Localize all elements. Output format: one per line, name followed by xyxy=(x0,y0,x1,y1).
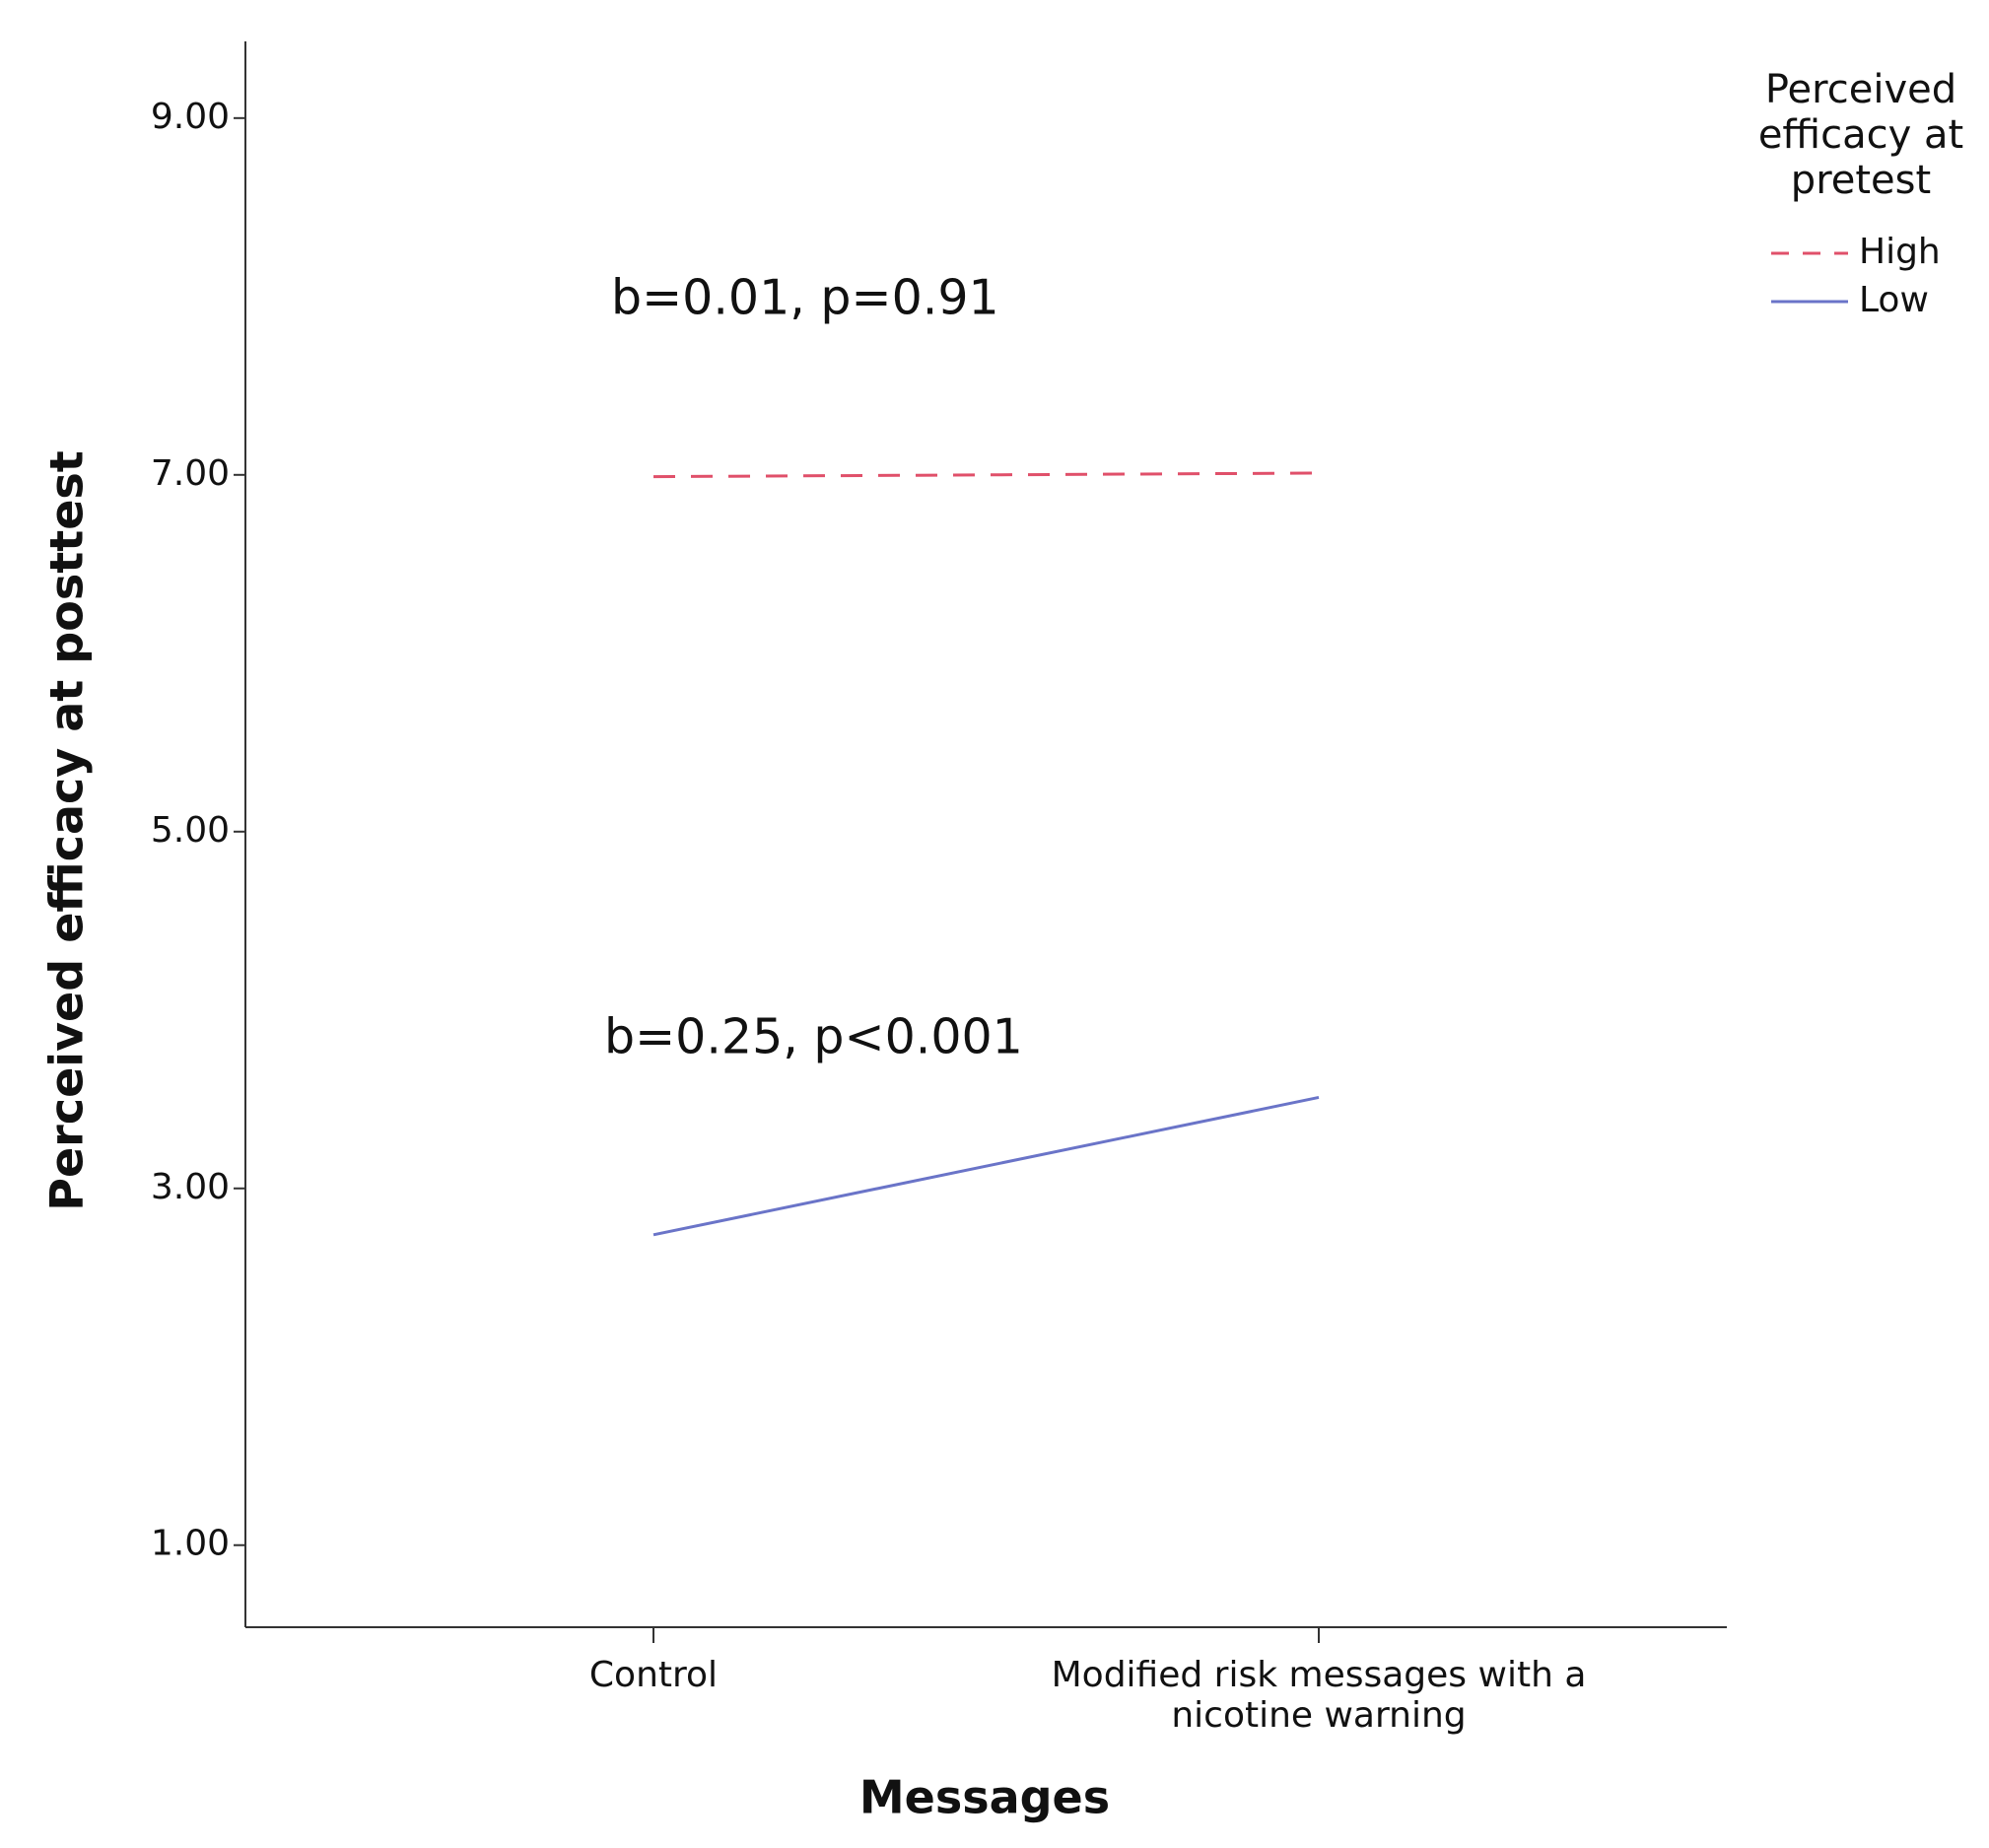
x-tick-label: Control xyxy=(588,1655,719,1695)
y-tick-label: 9.00 xyxy=(151,97,230,137)
y-tick-label: 3.00 xyxy=(151,1167,230,1207)
y-tick-label: 7.00 xyxy=(151,453,230,494)
y-tick-label: 5.00 xyxy=(151,810,230,851)
x-axis-title: Messages xyxy=(859,1771,1110,1824)
x-tick-label: Modified risk messages with a nicotine w… xyxy=(1051,1655,1587,1737)
y-tick-label: 1.00 xyxy=(151,1524,230,1564)
legend-label: Low xyxy=(1859,280,1929,320)
series-line xyxy=(652,1095,1320,1237)
y-axis-title: Perceived efficacy at posttest xyxy=(40,450,94,1211)
annotation: b=0.25, p<0.001 xyxy=(604,1009,1023,1065)
series-line xyxy=(652,471,1320,479)
legend-label: High xyxy=(1859,232,1941,272)
annotation: b=0.01, p=0.91 xyxy=(611,270,999,326)
legend-title: Perceived efficacy at pretest xyxy=(1757,67,1964,203)
